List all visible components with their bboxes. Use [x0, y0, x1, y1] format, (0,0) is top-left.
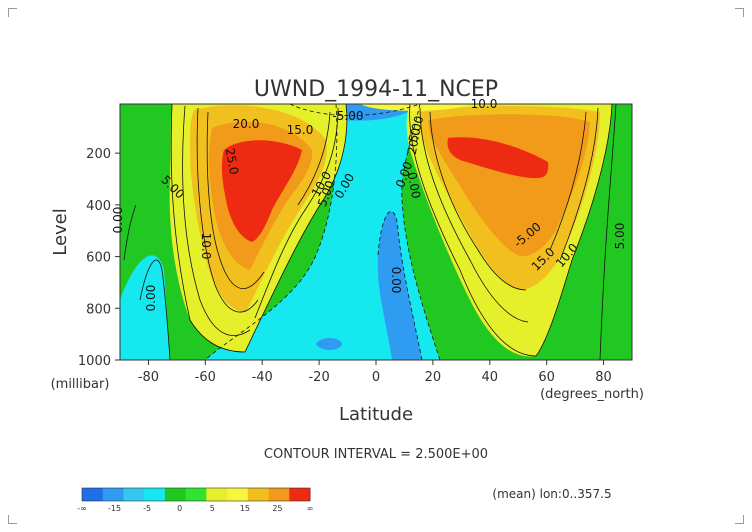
x-axis-unit: (degrees_north) — [540, 387, 644, 402]
contour-label: 0.00 — [144, 285, 158, 312]
colorbar: -∞ -15 -5 0 5 15 25 ∞ — [77, 487, 314, 513]
corner-mark-bottom-left — [8, 515, 17, 524]
colorbar-swatch — [268, 488, 290, 501]
colorbar-swatch — [144, 488, 166, 501]
colorbar-label: 25 — [272, 504, 282, 513]
x-tick-label: -40 — [252, 370, 273, 385]
plot-area — [120, 104, 632, 360]
x-tick-label: 0 — [372, 370, 380, 385]
x-axis-ticks: -80 -60 -40 -20 0 20 40 60 80 — [138, 360, 612, 385]
corner-mark-top-right — [735, 8, 744, 17]
x-axis-label: Latitude — [339, 404, 413, 425]
contour-label: 5.00 — [613, 223, 627, 250]
colorbar-label: -5 — [143, 504, 151, 513]
contour-label: 15.0 — [287, 123, 314, 137]
colorbar-swatch — [206, 488, 228, 501]
contour-label: 20.0 — [233, 117, 260, 131]
colorbar-label: -∞ — [77, 504, 87, 513]
colorbar-swatch — [164, 488, 187, 501]
corner-mark-bottom-right — [735, 515, 744, 524]
colorbar-swatch — [82, 488, 104, 501]
colorbar-swatch — [185, 488, 207, 501]
contour-label: 10.0 — [471, 97, 498, 111]
colorbar-swatch — [102, 488, 124, 501]
field-zero-band — [120, 255, 170, 360]
contour-label: 25.0 — [223, 147, 241, 176]
colorbar-label: ∞ — [307, 504, 314, 513]
contour-lines — [123, 104, 617, 360]
y-tick-label: 400 — [86, 199, 111, 214]
colorbar-label: -15 — [108, 504, 121, 513]
contour-label: 20.0 — [405, 127, 423, 156]
x-tick-label: 60 — [538, 370, 555, 385]
contour-label: 0.00 — [405, 171, 423, 200]
contour-interval-text: CONTOUR INTERVAL = 2.500E+00 — [264, 447, 488, 462]
colorbar-label: 0 — [177, 504, 182, 513]
colorbar-label: 5 — [210, 504, 215, 513]
x-tick-label: -80 — [138, 370, 159, 385]
field-top-band — [360, 104, 470, 111]
colorbar-label: 15 — [240, 504, 250, 513]
contour-label: 0.00 — [111, 207, 125, 234]
x-tick-label: -20 — [308, 370, 329, 385]
x-tick-label: 80 — [595, 370, 612, 385]
colorbar-swatch — [227, 488, 249, 501]
colorbar-swatch — [123, 488, 145, 501]
contour-label: 10.0 — [199, 233, 213, 260]
chart-title: UWND_1994-11_NCEP — [254, 77, 498, 102]
contour-label: 5.00 — [406, 114, 426, 143]
field-easterly-core — [377, 211, 422, 360]
footer-note: (mean) lon:0..357.5 — [492, 487, 611, 501]
contour-label: -5.00 — [332, 109, 363, 123]
field-sh-jet-core — [221, 140, 302, 242]
colorbar-frame — [81, 487, 311, 502]
y-tick-label: 800 — [86, 302, 111, 317]
x-tick-label: 40 — [482, 370, 499, 385]
x-tick-label: 20 — [425, 370, 442, 385]
y-axis-ticks: 200 400 600 800 1000 — [78, 147, 120, 369]
corner-mark-top-left — [8, 8, 17, 17]
y-axis-unit: (millibar) — [51, 377, 110, 392]
field-easterly-small — [316, 338, 342, 350]
y-tick-label: 200 — [86, 147, 111, 162]
colorbar-swatch — [289, 488, 311, 501]
y-axis-label: Level — [50, 208, 71, 256]
contour-label: 0.00 — [389, 267, 403, 294]
y-tick-label: 600 — [86, 251, 111, 266]
colorbar-swatch — [247, 488, 270, 501]
y-tick-label: 1000 — [78, 354, 111, 369]
field-nh-jet-core — [447, 137, 549, 179]
x-tick-label: -60 — [195, 370, 216, 385]
